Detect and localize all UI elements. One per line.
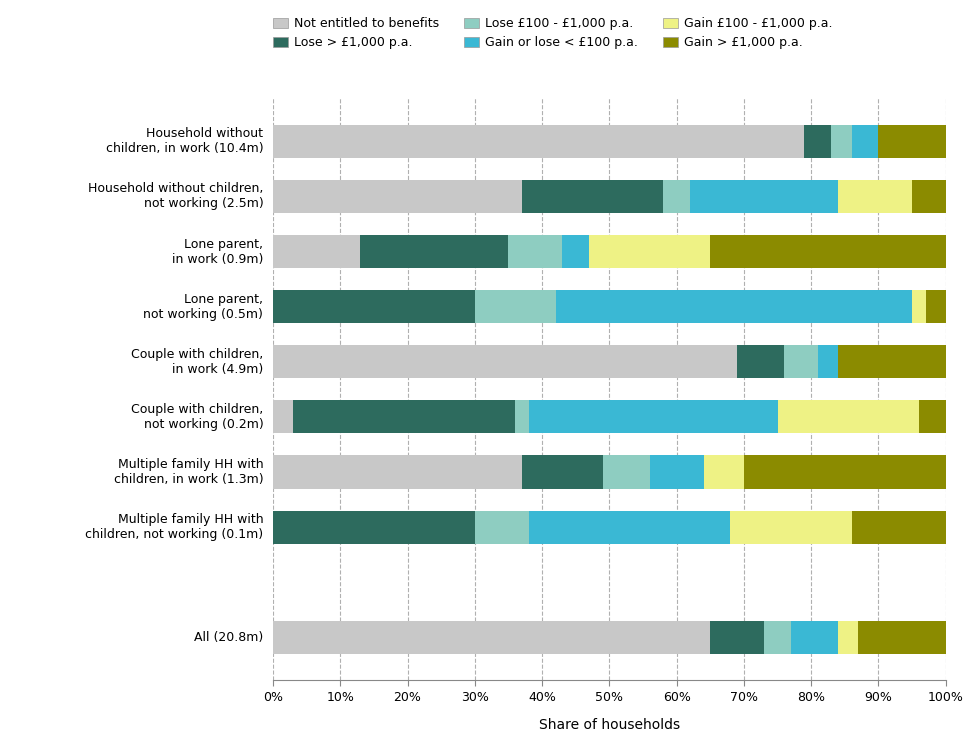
Bar bbox=[273, 290, 475, 324]
Bar bbox=[273, 510, 475, 544]
Bar bbox=[273, 235, 361, 268]
Bar bbox=[563, 235, 589, 268]
Bar bbox=[293, 401, 515, 433]
Bar bbox=[851, 125, 878, 158]
Bar bbox=[509, 235, 563, 268]
Bar bbox=[690, 180, 838, 213]
Bar bbox=[515, 401, 528, 433]
Bar bbox=[858, 621, 946, 654]
Bar bbox=[838, 621, 858, 654]
Bar bbox=[913, 180, 946, 213]
Bar bbox=[838, 345, 946, 378]
Bar bbox=[878, 125, 946, 158]
Bar bbox=[522, 455, 603, 488]
Bar bbox=[528, 401, 778, 433]
Bar bbox=[273, 455, 522, 488]
Bar bbox=[522, 180, 663, 213]
Bar bbox=[710, 235, 946, 268]
Bar bbox=[475, 510, 528, 544]
Bar bbox=[649, 455, 704, 488]
Bar bbox=[851, 510, 946, 544]
Bar bbox=[784, 345, 818, 378]
Bar bbox=[704, 455, 744, 488]
Bar bbox=[737, 345, 784, 378]
Bar bbox=[730, 510, 851, 544]
Bar bbox=[791, 621, 838, 654]
Bar bbox=[273, 621, 710, 654]
Bar bbox=[361, 235, 509, 268]
Bar bbox=[778, 401, 918, 433]
Bar bbox=[913, 290, 925, 324]
Bar bbox=[273, 401, 293, 433]
X-axis label: Share of households: Share of households bbox=[539, 717, 680, 732]
Bar bbox=[744, 455, 946, 488]
Bar bbox=[475, 290, 556, 324]
Bar bbox=[804, 125, 832, 158]
Bar bbox=[832, 125, 851, 158]
Bar bbox=[818, 345, 838, 378]
Bar bbox=[273, 125, 804, 158]
Bar bbox=[764, 621, 791, 654]
Bar bbox=[925, 290, 946, 324]
Legend: Not entitled to benefits, Lose > £1,000 p.a., Lose £100 - £1,000 p.a., Gain or l: Not entitled to benefits, Lose > £1,000 … bbox=[273, 17, 833, 49]
Bar bbox=[918, 401, 946, 433]
Bar bbox=[710, 621, 764, 654]
Bar bbox=[528, 510, 730, 544]
Bar bbox=[273, 345, 737, 378]
Bar bbox=[273, 180, 522, 213]
Bar bbox=[663, 180, 690, 213]
Bar bbox=[556, 290, 913, 324]
Bar bbox=[589, 235, 710, 268]
Bar bbox=[838, 180, 913, 213]
Bar bbox=[603, 455, 649, 488]
